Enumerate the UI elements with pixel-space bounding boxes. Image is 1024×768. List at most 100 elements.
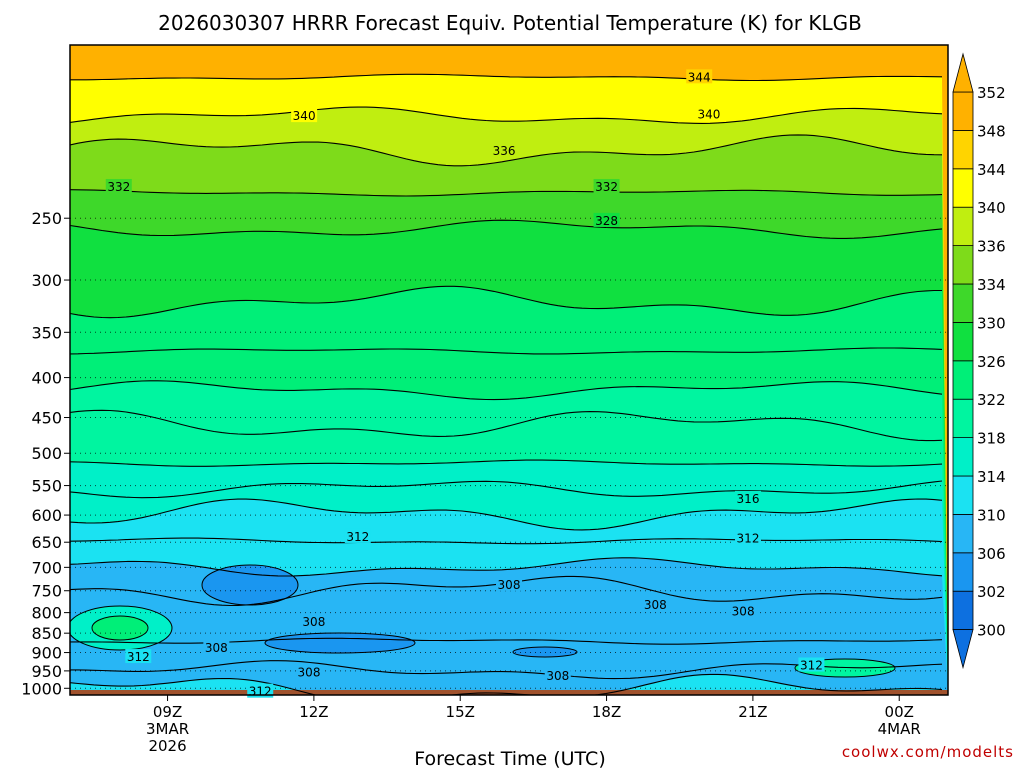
contour-line [70,134,943,167]
contour-label: 328 [595,214,618,228]
x-tick-label: 21Z [738,703,767,721]
colorbar-swatch [952,552,974,592]
y-tick-label: 550 [31,477,62,496]
contour-label-bg [105,178,132,193]
contour-label-bg [593,178,620,193]
contour-label: 332 [595,180,618,194]
colorbar: 300 302 306 310 314 318 322 326 330 334 336 340 344 3… [952,52,1006,670]
y-tick-label: 450 [31,409,62,428]
contour-label-bg [695,106,722,121]
contour-label-bg [735,530,762,545]
colorbar-label: 334 [977,276,1006,294]
contour-line [70,537,943,545]
high-theta-pocket [91,615,149,641]
contour-label-bg [300,614,327,629]
y-tick-label: 750 [31,582,62,601]
colorbar-label: 302 [977,583,1006,601]
contour-label: 308 [302,615,325,629]
contour-label: 340 [698,107,721,121]
x-tick-label: 18Z [592,703,621,721]
y-tick-label: 1000 [21,679,62,698]
theta-band [70,674,948,695]
colorbar-label: 340 [977,199,1006,217]
contour-line [70,673,943,695]
contour-line [70,219,943,239]
contour-label: 308 [644,598,667,612]
contour-label-bg [593,212,620,227]
colorbar-label: 330 [977,314,1006,332]
colorbar-swatch [952,206,974,246]
y-tick-label: 400 [31,369,62,388]
colorbar-swatch [952,475,974,515]
contour-label: 316 [737,492,760,506]
y-tick-label: 250 [31,209,62,228]
y-tick-label: 950 [31,662,62,681]
colorbar-swatch [952,437,974,477]
colorbar-swatch [952,514,974,554]
contour-line [70,73,943,82]
colorbar-label: 322 [977,391,1006,409]
contour-line [70,557,943,577]
contour-label: 312 [249,685,272,699]
x-tick-label: 09Z [153,703,182,721]
contour-line [70,189,943,197]
y-tick-label: 500 [31,444,62,463]
contour-label: 340 [293,109,316,123]
contour-label: 312 [737,532,760,546]
contour-label: 308 [546,669,569,683]
colorbar-label: 314 [977,468,1006,486]
contour-label: 336 [493,144,516,158]
colorbar-label: 326 [977,353,1006,371]
contour-label-bg [344,528,371,543]
colorbar-swatch [952,129,974,170]
contour-label-bg [291,108,318,123]
contour-line [70,498,943,531]
colorbar-swatch [952,360,974,400]
colorbar-label: 306 [977,545,1006,563]
contour-line [70,347,943,355]
contour-label: 312 [346,530,369,544]
contour-label-bg [496,576,522,591]
x-tick-label: 15Z [446,703,475,721]
colorbar-label: 352 [977,84,1006,102]
colorbar-arrow-top [952,52,974,93]
colorbar-label: 336 [977,238,1006,256]
contour-label: 308 [298,666,321,680]
contour-label-bg [798,657,825,672]
contour-label-bg [125,649,152,664]
colorbar-swatch [952,283,974,323]
colorbar-swatch [952,321,974,362]
x-axis-label: Forecast Time (UTC) [414,748,605,768]
contour-label-bg [544,667,571,682]
contour-line [70,106,943,124]
chart-title: 2026030307 HRRR Forecast Equiv. Potentia… [158,11,862,35]
colorbar-label: 344 [977,161,1006,179]
contour-label: 344 [688,70,711,84]
y-tick-label: 700 [31,558,62,577]
colorbar-swatch [952,91,974,131]
contour-label: 312 [800,658,823,672]
low-theta-pocket [264,632,416,654]
contour-label-bg [735,490,762,505]
y-tick-label: 800 [31,604,62,623]
contour-line [70,285,942,319]
contour-label-bg [491,142,518,157]
contour-label-bg [296,664,323,679]
colorbar-label: 300 [977,622,1006,640]
contour-line [70,459,943,467]
y-tick-label: 650 [31,533,62,552]
x-tick-label: 00Z [885,703,914,721]
y-axis-ticks: 2503003504004505005506006507007508008509… [21,209,70,698]
contour-label: 312 [127,650,150,664]
colorbar-swatch [952,168,974,208]
x-tick-label: 3MAR [146,720,189,738]
colorbar-label: 310 [977,506,1006,524]
contour-label: 308 [732,604,755,618]
contour-line [70,660,943,680]
contour-label-bg [203,640,230,655]
colorbar-arrow-bottom [952,629,974,670]
ground-strip [70,689,948,695]
contour-label: 332 [107,180,130,194]
